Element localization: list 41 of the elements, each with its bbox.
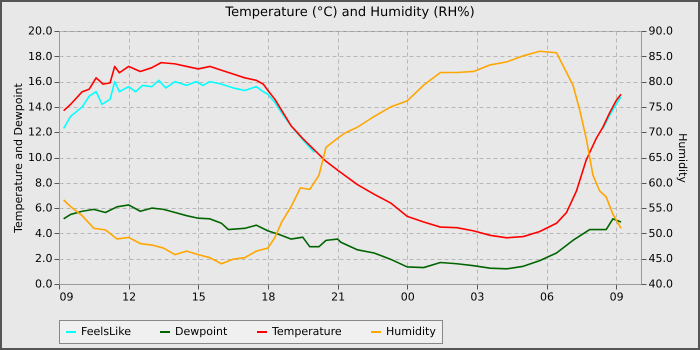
y2-tick-label: 45.0 — [648, 252, 673, 266]
y2-tick-label: 40.0 — [648, 278, 673, 290]
x-tick-label: 00 — [400, 290, 415, 304]
x-tick-label: 03 — [470, 290, 484, 304]
y2-axis-title: Humidity — [676, 133, 689, 184]
line-series — [62, 204, 622, 270]
legend-label: Temperature — [271, 325, 342, 338]
line-series — [62, 50, 622, 265]
x-tick-label: 21 — [331, 290, 346, 304]
y-tick-label: 12.0 — [28, 126, 52, 139]
y-axis-title: Temperature and Dewpoint — [12, 82, 26, 234]
x-tick-label: 09 — [60, 290, 74, 304]
y-tick-label: 0.0 — [35, 278, 52, 290]
y2-tick-label: 65.0 — [648, 151, 673, 164]
chart-title: Temperature (°C) and Humidity (RH%) — [224, 5, 475, 20]
y-tick-label: 8.0 — [35, 176, 52, 190]
legend-label: Dewpoint — [175, 325, 228, 338]
y2-tick-label: 60.0 — [648, 176, 673, 190]
y2-tick-label: 70.0 — [648, 126, 673, 139]
y-tick-label: 18.0 — [28, 50, 52, 63]
legend-label: Humidity — [386, 325, 436, 338]
y2-tick-label: 50.0 — [648, 226, 673, 240]
y-tick-label: 2.0 — [35, 252, 52, 266]
legend-label: FeelsLike — [81, 325, 132, 338]
y2-tick-label: 85.0 — [648, 50, 673, 63]
y2-tick-label: 90.0 — [648, 24, 673, 38]
line-series — [62, 62, 622, 239]
x-tick-label: 12 — [122, 290, 136, 304]
x-tick-label: 15 — [192, 290, 206, 304]
x-tick-label: 18 — [261, 290, 276, 304]
x-tick-label: 06 — [540, 290, 554, 304]
y2-tick-label: 55.0 — [648, 202, 673, 215]
y2-tick-label: 75.0 — [648, 100, 673, 114]
y-tick-label: 14.0 — [28, 100, 52, 114]
x-tick-label: 09 — [610, 290, 624, 304]
y-tick-label: 16.0 — [28, 75, 52, 88]
y-tick-label: 20.0 — [28, 24, 52, 38]
y2-tick-label: 80.0 — [648, 75, 673, 88]
y-tick-label: 10.0 — [28, 151, 52, 164]
y-tick-label: 6.0 — [35, 202, 52, 215]
y-tick-label: 4.0 — [35, 226, 52, 240]
